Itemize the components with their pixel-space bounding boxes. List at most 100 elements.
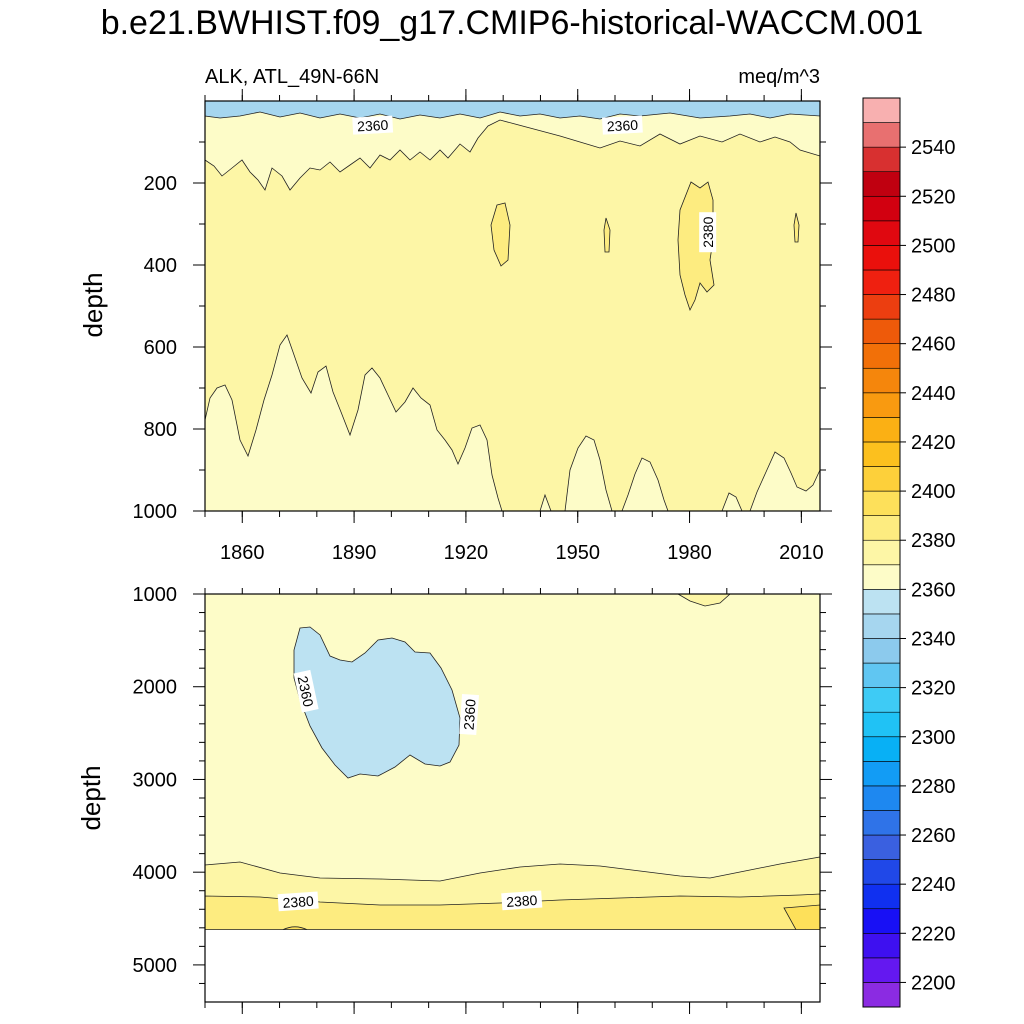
colorbar-swatch (862, 441, 901, 467)
x-tick-label: 1890 (332, 542, 377, 564)
colorbar-swatch (862, 736, 901, 762)
upper-core-2 (603, 217, 611, 253)
lower-blob (293, 626, 461, 779)
lower-y-tick-label: 2000 (133, 677, 178, 699)
colorbar-swatch (862, 982, 901, 1008)
upper-contour-label: 2360 (352, 115, 394, 135)
upper-y-tick-label: 200 (144, 173, 177, 195)
colorbar-swatch (862, 564, 901, 590)
upper-contour-label: 2360 (602, 115, 643, 135)
lower-y-tick-label: 5000 (133, 955, 178, 977)
colorbar-swatch (862, 761, 901, 787)
colorbar-swatch (862, 834, 901, 860)
lower-contour-label-text: 2360 (295, 674, 317, 708)
colorbar-tick-label: 2520 (911, 186, 956, 208)
colorbar-tick-label: 2340 (911, 628, 956, 650)
colorbar-swatch (862, 859, 901, 885)
colorbar-swatch (862, 146, 901, 173)
colorbar-swatch (862, 171, 901, 197)
colorbar-swatch (862, 957, 901, 983)
lower-y-axis-title: depth (76, 765, 106, 830)
colorbar-swatch (862, 490, 901, 516)
upper-contour-label-text: 2380 (700, 216, 716, 247)
colorbar-swatch (862, 539, 901, 566)
colorbar-swatch (862, 97, 901, 123)
chart-title: b.e21.BWHIST.f09_g17.CMIP6-historical-WA… (101, 4, 924, 42)
colorbar-swatch (862, 417, 901, 443)
upper-core-3 (793, 212, 800, 243)
colorbar-swatch (862, 785, 901, 811)
x-tick-label: 2010 (779, 542, 824, 564)
colorbar-swatch (862, 638, 901, 664)
lower-y-tick-label: 1000 (133, 584, 178, 606)
colorbar-tick-label: 2380 (911, 530, 956, 552)
lower-contour-label: 2380 (277, 891, 319, 912)
colorbar-tick-label: 2420 (911, 432, 956, 454)
colorbar-tick-label: 2480 (911, 285, 956, 307)
upper-contour-label-text: 2360 (357, 117, 389, 135)
upper-surface-layer (204, 100, 821, 120)
colorbar-swatch (862, 318, 901, 344)
lower-panel: 2360 2360 2380 2380 1000 2000 3000 4000 5000 (133, 584, 832, 1008)
colorbar-tick-label: 2240 (911, 874, 956, 896)
colorbar-swatch (862, 589, 901, 615)
upper-contour-label-text: 2360 (606, 117, 638, 135)
colorbar: 2540 2520 2500 2480 2460 2440 2420 2400 2380 2360… (862, 97, 956, 1008)
x-tick-label: 1980 (667, 542, 712, 564)
colorbar-swatch (862, 662, 901, 688)
upper-y-axis-title: depth (78, 272, 108, 337)
lower-contour-label-text: 2380 (506, 892, 538, 910)
lower-contour-label-text: 2380 (282, 893, 314, 911)
lower-y-tick-label: 4000 (133, 862, 178, 884)
colorbar-tick-label: 2260 (911, 825, 956, 847)
colorbar-swatch (862, 195, 901, 222)
x-tick-label: 1950 (555, 542, 600, 564)
x-tick-label: 1920 (444, 542, 489, 564)
colorbar-tick-label: 2220 (911, 923, 956, 945)
variable-label: ALK, ATL_49N-66N (205, 66, 379, 88)
colorbar-swatch (862, 466, 901, 492)
colorbar-swatch (862, 367, 901, 394)
colorbar-swatch (862, 711, 901, 738)
colorbar-swatch (862, 220, 901, 246)
lower-contour-label: 2360 (293, 669, 319, 713)
colorbar-swatch (862, 613, 901, 639)
colorbar-tick-label: 2540 (911, 137, 956, 159)
colorbar-swatch (862, 269, 901, 295)
colorbar-swatch (862, 932, 901, 959)
colorbar-swatch (862, 294, 901, 320)
upper-y-tick-label: 600 (144, 337, 177, 359)
colorbar-tick-label: 2300 (911, 727, 956, 749)
upper-y-tick-label: 1000 (133, 501, 178, 523)
colorbar-tick-label: 2320 (911, 678, 956, 700)
colorbar-swatch (862, 883, 901, 910)
colorbar-tick-label: 2500 (911, 235, 956, 257)
colorbar-swatch (862, 343, 901, 369)
lower-contour-label: 2380 (501, 890, 543, 911)
lower-contour-label-text: 2360 (461, 698, 479, 730)
colorbar-swatch (862, 392, 901, 418)
colorbar-swatch (862, 908, 901, 934)
colorbar-tick-label: 2360 (911, 579, 956, 601)
lower-y-tick-label: 3000 (133, 769, 178, 791)
colorbar-tick-label: 2460 (911, 334, 956, 356)
upper-deep-band (204, 334, 821, 512)
colorbar-frame (862, 97, 901, 1008)
colorbar-swatch (862, 810, 901, 836)
lower-contour-label: 2360 (459, 693, 480, 736)
x-tick-label: 1860 (220, 542, 265, 564)
colorbar-tick-label: 2400 (911, 481, 956, 503)
colorbar-swatch (862, 122, 901, 148)
upper-y-tick-label: 800 (144, 419, 177, 441)
colorbar-tick-label: 2280 (911, 776, 956, 798)
lower-no-data (205, 929, 820, 1002)
upper-panel: 2360 2360 2380 200 400 600 800 1000 (133, 100, 832, 523)
units-label: meq/m^3 (738, 66, 820, 88)
upper-core-1 (490, 202, 511, 267)
colorbar-tick-label: 2440 (911, 383, 956, 405)
colorbar-swatch (862, 687, 901, 713)
colorbar-tick-label: 2200 (911, 972, 956, 994)
x-axis: 1860 1890 1920 1950 1980 2010 (204, 89, 824, 1014)
colorbar-swatch (862, 245, 901, 271)
